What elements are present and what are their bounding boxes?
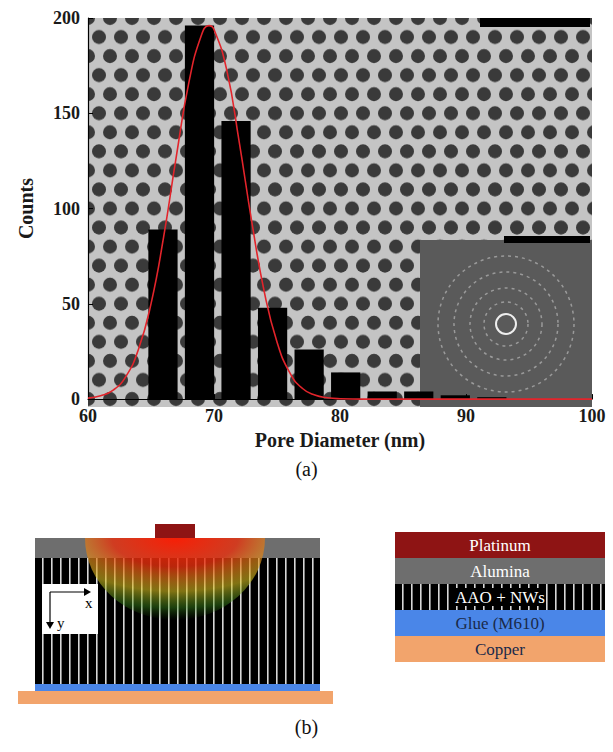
svg-text:y: y	[57, 615, 65, 631]
svg-text:Pore Diameter (nm): Pore Diameter (nm)	[255, 429, 425, 452]
svg-text:AAO + NWs: AAO + NWs	[455, 588, 545, 607]
svg-text:50: 50	[62, 294, 80, 314]
svg-text:80: 80	[331, 406, 349, 426]
svg-text:Platinum: Platinum	[469, 536, 530, 555]
svg-text:Glue (M610): Glue (M610)	[455, 614, 544, 633]
svg-text:0: 0	[71, 389, 80, 410]
svg-text:90: 90	[457, 406, 475, 426]
svg-text:Counts: Counts	[15, 178, 37, 239]
svg-text:Alumina: Alumina	[470, 562, 530, 581]
svg-text:200: 200	[53, 8, 80, 28]
svg-text:150: 150	[53, 103, 80, 123]
html-text:(a): (a)	[295, 458, 318, 480]
svg-text:60: 60	[79, 406, 97, 426]
svg-text:100: 100	[53, 199, 80, 219]
svg-text:100: 100	[579, 406, 606, 426]
svg-text:70: 70	[205, 406, 223, 426]
svg-text:Copper: Copper	[475, 640, 525, 659]
html-text:(b): (b)	[294, 716, 319, 738]
svg-text:x: x	[85, 595, 93, 611]
